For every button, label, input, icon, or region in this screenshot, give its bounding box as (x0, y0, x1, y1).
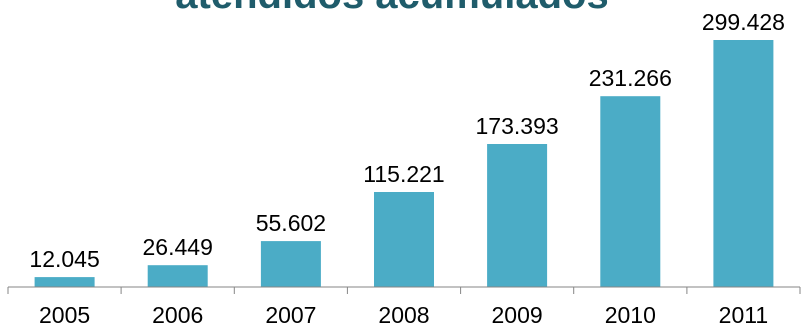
x-tick-label-2006: 2006 (152, 302, 203, 328)
chart-title: atendidos acumulados (175, 0, 608, 17)
labels-layer: 12.045 2005 26.449 2006 55.602 2007 115.221 200… (29, 9, 785, 328)
data-label-2006: 26.449 (143, 234, 213, 260)
bar-2007 (260, 241, 321, 287)
x-tick-label-2008: 2008 (378, 302, 429, 328)
x-tick-label-2007: 2007 (265, 302, 316, 328)
x-tick-label-2010: 2010 (605, 302, 656, 328)
data-label-2009: 173.393 (476, 113, 559, 139)
bar-2011 (713, 40, 774, 287)
x-tick-label-2005: 2005 (39, 302, 90, 328)
x-tick-label-2009: 2009 (492, 302, 543, 328)
data-label-2005: 12.045 (29, 246, 99, 272)
ticks-layer (7, 287, 801, 294)
data-label-2007: 55.602 (256, 210, 326, 236)
bar-2009 (487, 144, 548, 287)
data-label-2011: 299.428 (702, 9, 785, 35)
x-tick-label-2011: 2011 (719, 302, 768, 328)
bar-2010 (600, 96, 661, 287)
bar-2005 (34, 277, 95, 287)
bar-2006 (147, 265, 208, 287)
data-label-2010: 231.266 (589, 65, 672, 91)
bars-layer (34, 40, 774, 287)
bar-2008 (374, 192, 434, 287)
data-label-2008: 115.221 (363, 161, 444, 187)
